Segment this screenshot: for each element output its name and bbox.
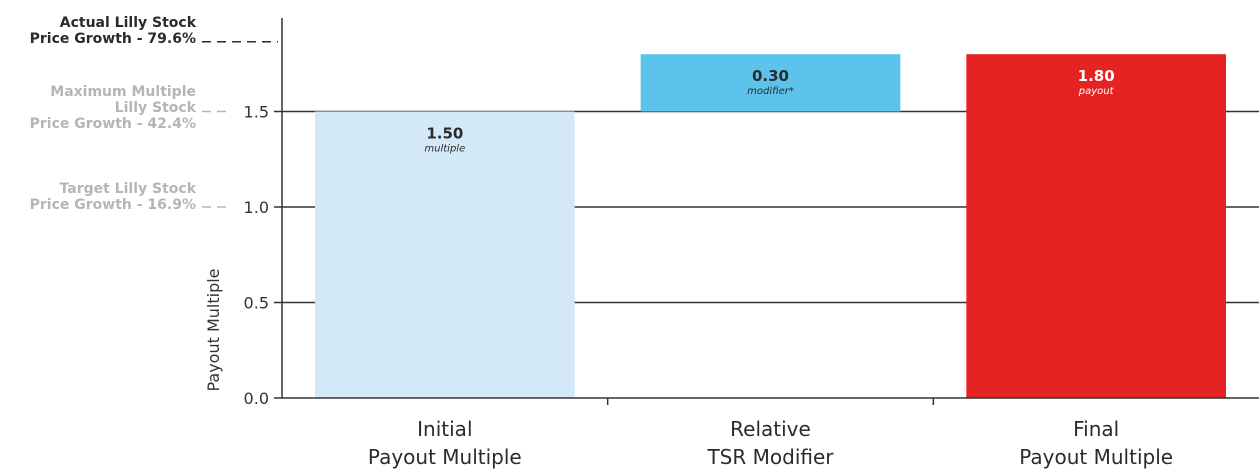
- category-label: Payout Multiple: [1019, 445, 1173, 469]
- category-label: Relative: [730, 417, 811, 441]
- bar-sublabel: modifier*: [747, 86, 794, 97]
- bar-value-label: 1.50: [426, 125, 463, 143]
- annotation-line-1: Target Lilly Stock: [59, 181, 197, 197]
- category-label: Final: [1073, 417, 1119, 441]
- category-label: TSR Modifier: [706, 445, 834, 469]
- bar-value-label: 1.80: [1078, 67, 1115, 85]
- annotation-maximum-multiple: Maximum Multiple Lilly Stock Price Growt…: [30, 84, 196, 132]
- category-label: Initial: [417, 417, 472, 441]
- bar: [640, 54, 901, 112]
- bar-value-label: 0.30: [752, 67, 789, 85]
- y-tick-label: 1.5: [244, 103, 269, 122]
- category-label: Payout Multiple: [368, 445, 522, 469]
- y-tick-label: 0.5: [244, 294, 269, 313]
- y-tick-label: 1.0: [244, 198, 269, 217]
- bar-sublabel: payout: [1078, 86, 1115, 97]
- annotation-line-2: Lilly Stock: [114, 100, 196, 116]
- y-tick-label: 0.0: [244, 389, 269, 408]
- y-axis-title: Payout Multiple: [204, 268, 223, 391]
- annotation-line-1: Actual Lilly Stock: [59, 15, 196, 31]
- bar: [966, 54, 1226, 398]
- annotation-line-3: Price Growth - 42.4%: [29, 116, 196, 132]
- bar-sublabel: multiple: [424, 144, 465, 155]
- annotation-line-2: Price Growth - 79.6%: [29, 31, 196, 47]
- annotation-target-price-growth: Target Lilly Stock Price Growth - 16.9%: [30, 181, 196, 213]
- annotation-line-1: Maximum Multiple: [50, 84, 196, 100]
- bar: [315, 111, 575, 398]
- annotation-line-2: Price Growth - 16.9%: [29, 197, 196, 213]
- annotation-actual-price-growth: Actual Lilly Stock Price Growth - 79.6%: [30, 15, 196, 47]
